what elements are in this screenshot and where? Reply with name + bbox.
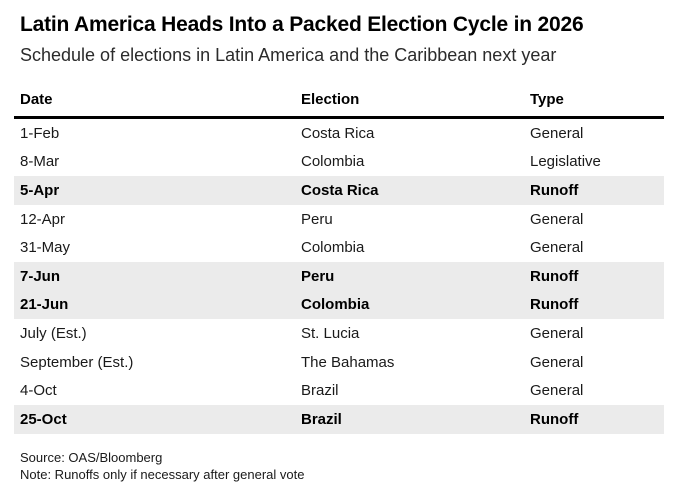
cell-date: July (Est.) bbox=[20, 324, 87, 342]
column-header-date: Date bbox=[14, 91, 295, 119]
cell-type: Legislative bbox=[530, 153, 601, 171]
election-schedule-graphic: Latin America Heads Into a Packed Electi… bbox=[14, 13, 664, 483]
page-title: Latin America Heads Into a Packed Electi… bbox=[20, 13, 584, 36]
methodology-note: Note: Runoffs only if necessary after ge… bbox=[20, 466, 305, 482]
cell-election: Colombia bbox=[301, 239, 365, 257]
cell-election: Colombia bbox=[301, 153, 365, 171]
page-subtitle: Schedule of elections in Latin America a… bbox=[20, 45, 557, 65]
table-row: 1-Feb Costa Rica General bbox=[14, 118, 664, 148]
cell-date: 5-Apr bbox=[14, 176, 295, 205]
cell-date: September (Est.) bbox=[20, 353, 134, 371]
table-header: Date Election Type bbox=[14, 91, 664, 119]
cell-type: General bbox=[530, 324, 584, 342]
cell-election: Costa Rica bbox=[295, 176, 524, 205]
cell-election: Colombia bbox=[295, 290, 524, 320]
cell-election: Peru bbox=[301, 210, 333, 228]
cell-date: 8-Mar bbox=[20, 153, 60, 171]
cell-type: General bbox=[530, 210, 584, 228]
cell-type: General bbox=[530, 239, 584, 257]
table-row: 12-Apr Peru General bbox=[14, 205, 664, 234]
cell-type: General bbox=[530, 353, 584, 371]
table-row: 31-May Colombia General bbox=[14, 233, 664, 262]
cell-date: 7-Jun bbox=[14, 261, 295, 291]
table-row: 8-Mar Colombia Legislative bbox=[14, 148, 664, 177]
cell-date: 4-Oct bbox=[20, 382, 57, 400]
cell-date: 31-May bbox=[20, 239, 71, 257]
table-row: September (Est.) The Bahamas General bbox=[14, 348, 664, 377]
cell-date: 1-Feb bbox=[20, 124, 60, 142]
table-row-highlighted: 21-Jun Colombia Runoff bbox=[14, 290, 664, 320]
cell-type: Runoff bbox=[524, 176, 664, 205]
cell-election: Brazil bbox=[295, 404, 524, 434]
cell-election: Peru bbox=[295, 261, 524, 291]
elections-table: Date Election Type 1-Feb Costa Rica Gene… bbox=[14, 91, 664, 434]
cell-type: Runoff bbox=[524, 290, 664, 320]
cell-type: Runoff bbox=[524, 261, 664, 291]
cell-election: The Bahamas bbox=[301, 353, 395, 371]
cell-date: 25-Oct bbox=[14, 404, 295, 434]
cell-election: Brazil bbox=[301, 382, 339, 400]
cell-type: General bbox=[530, 124, 584, 142]
cell-type: General bbox=[530, 382, 584, 400]
table-row-highlighted: 5-Apr Costa Rica Runoff bbox=[14, 176, 664, 205]
cell-type: Runoff bbox=[524, 404, 664, 434]
table-row-highlighted: 25-Oct Brazil Runoff bbox=[14, 404, 664, 434]
table-row: July (Est.) St. Lucia General bbox=[14, 319, 664, 348]
table-row: 4-Oct Brazil General bbox=[14, 376, 664, 405]
source-note: Source: OAS/Bloomberg bbox=[20, 449, 163, 465]
cell-election: St. Lucia bbox=[301, 324, 360, 342]
footer-notes: Source: OAS/Bloomberg Note: Runoffs only… bbox=[20, 449, 658, 483]
column-header-type: Type bbox=[524, 91, 664, 119]
cell-election: Costa Rica bbox=[301, 124, 375, 142]
cell-date: 12-Apr bbox=[20, 210, 66, 228]
table-row-highlighted: 7-Jun Peru Runoff bbox=[14, 261, 664, 291]
cell-date: 21-Jun bbox=[14, 290, 295, 320]
table-body: 1-Feb Costa Rica General 8-Mar Colombia … bbox=[14, 118, 664, 434]
column-header-election: Election bbox=[295, 91, 524, 119]
